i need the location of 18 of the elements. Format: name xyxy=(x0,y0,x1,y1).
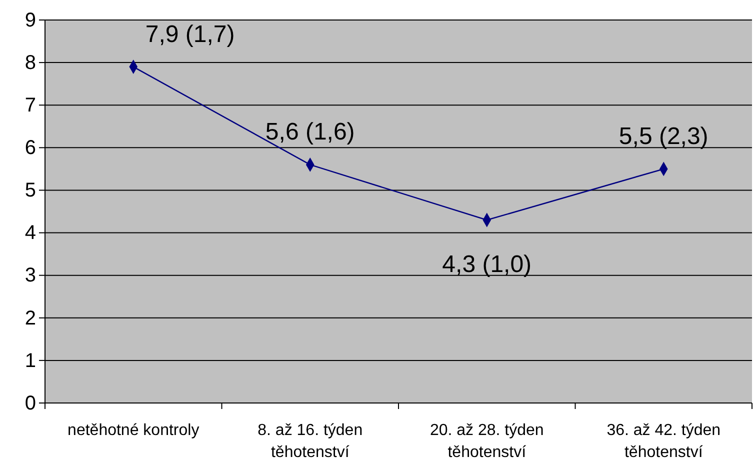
y-tick-label: 2 xyxy=(24,307,36,330)
y-tick-label: 7 xyxy=(24,94,36,117)
text: 5,5 (2,3) xyxy=(618,122,708,150)
y-tick-label: 6 xyxy=(24,137,36,160)
y-tick-label: 0 xyxy=(24,392,36,414)
y-tick-label: 3 xyxy=(24,264,36,287)
y-tick-label: 8 xyxy=(24,52,36,74)
x-tick-label: 36. až 42. týden těhotenství xyxy=(606,422,721,461)
text: 4,3 (1,0) xyxy=(442,251,532,278)
y-tick-label: 9 xyxy=(24,9,36,32)
y-tick-label: 4 xyxy=(24,222,36,244)
text: 7,9 (1,7) xyxy=(145,20,235,48)
text: 5,6 (1,6) xyxy=(265,118,355,146)
x-tick-label: 20. až 28. týden těhotenství xyxy=(430,422,544,461)
y-tick-label: 5 xyxy=(24,180,36,202)
x-tick-label: 8. až 16. týden těhotenství xyxy=(258,422,363,461)
x-tick-label: netěhotné kontroly xyxy=(68,422,200,439)
y-tick-label: 1 xyxy=(24,350,36,372)
